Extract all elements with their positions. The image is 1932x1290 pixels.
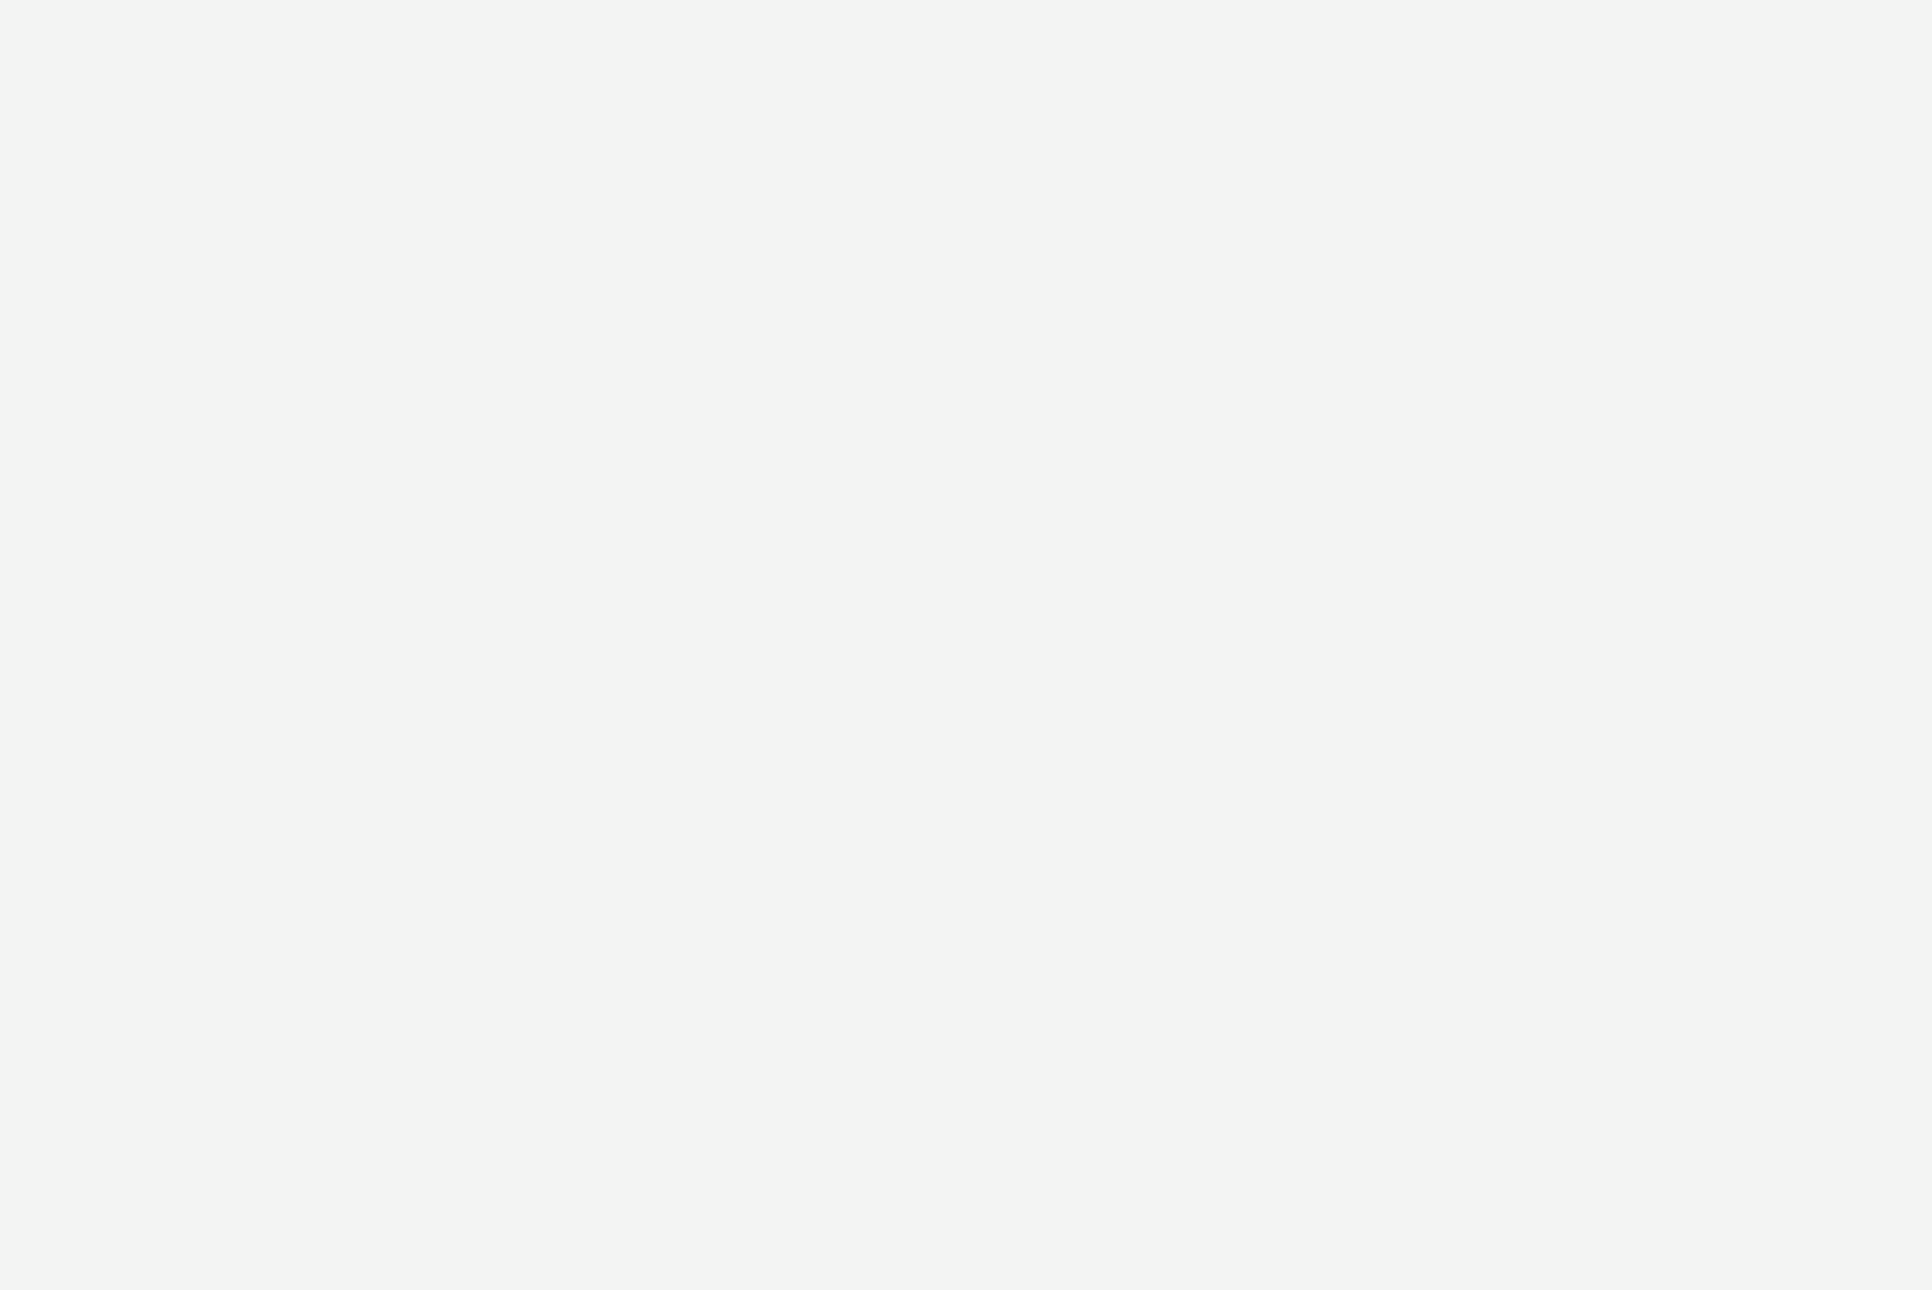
- logo-69-badge: [1842, 1203, 1922, 1283]
